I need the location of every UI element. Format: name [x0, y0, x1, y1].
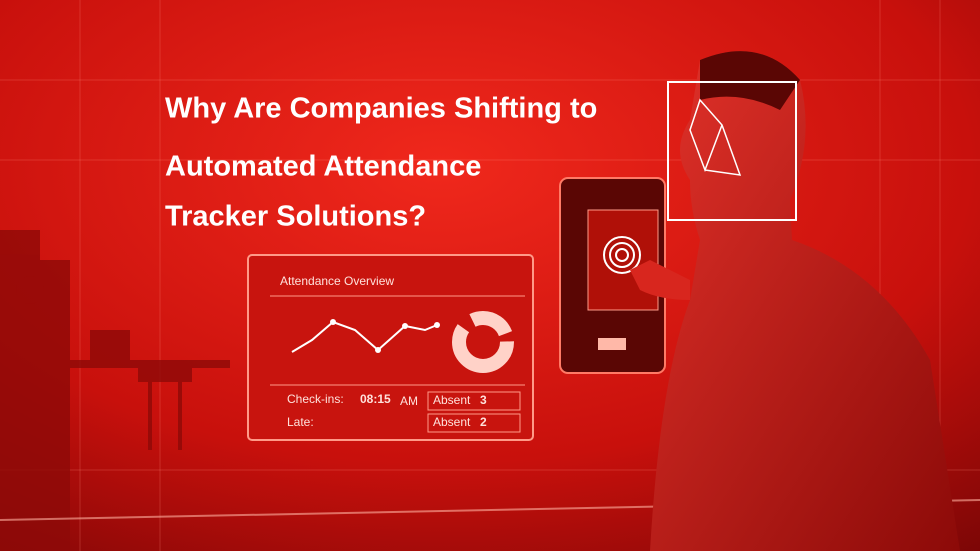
- trend-line: [291, 320, 438, 353]
- absent-label: Absent: [433, 415, 471, 429]
- donut: [452, 311, 514, 373]
- check-ins-period: AM: [400, 394, 418, 408]
- headline: Why Are Companies Shifting to Automated …: [165, 93, 597, 233]
- check-ins-label: Check-ins:: [287, 392, 344, 406]
- fingerprint: [603, 236, 641, 274]
- dashboard-panel: Attendance Overview Check-ins: 08:15 AM …: [247, 254, 534, 441]
- late-label: Late:: [287, 415, 314, 429]
- kiosk: [559, 177, 666, 374]
- face-scan-mesh: [689, 98, 742, 176]
- panel-frame: [247, 254, 534, 441]
- panel-title: Attendance Overview: [280, 274, 394, 288]
- title-line: Tracker Solutions?: [165, 201, 426, 233]
- absent-box: [427, 413, 521, 433]
- absent-label: Absent: [433, 393, 471, 407]
- check-ins-time: 08:15: [360, 392, 391, 406]
- face-scan-frame: [667, 81, 797, 221]
- absent-value: 2: [480, 415, 487, 429]
- title-line: Why Are Companies Shifting to: [165, 93, 597, 125]
- title-line: Automated Attendance: [165, 151, 481, 183]
- person: [630, 51, 960, 551]
- office-silhouette: [0, 230, 230, 551]
- absent-box: [427, 391, 521, 411]
- trend-points: [330, 319, 440, 353]
- absent-value: 3: [480, 393, 487, 407]
